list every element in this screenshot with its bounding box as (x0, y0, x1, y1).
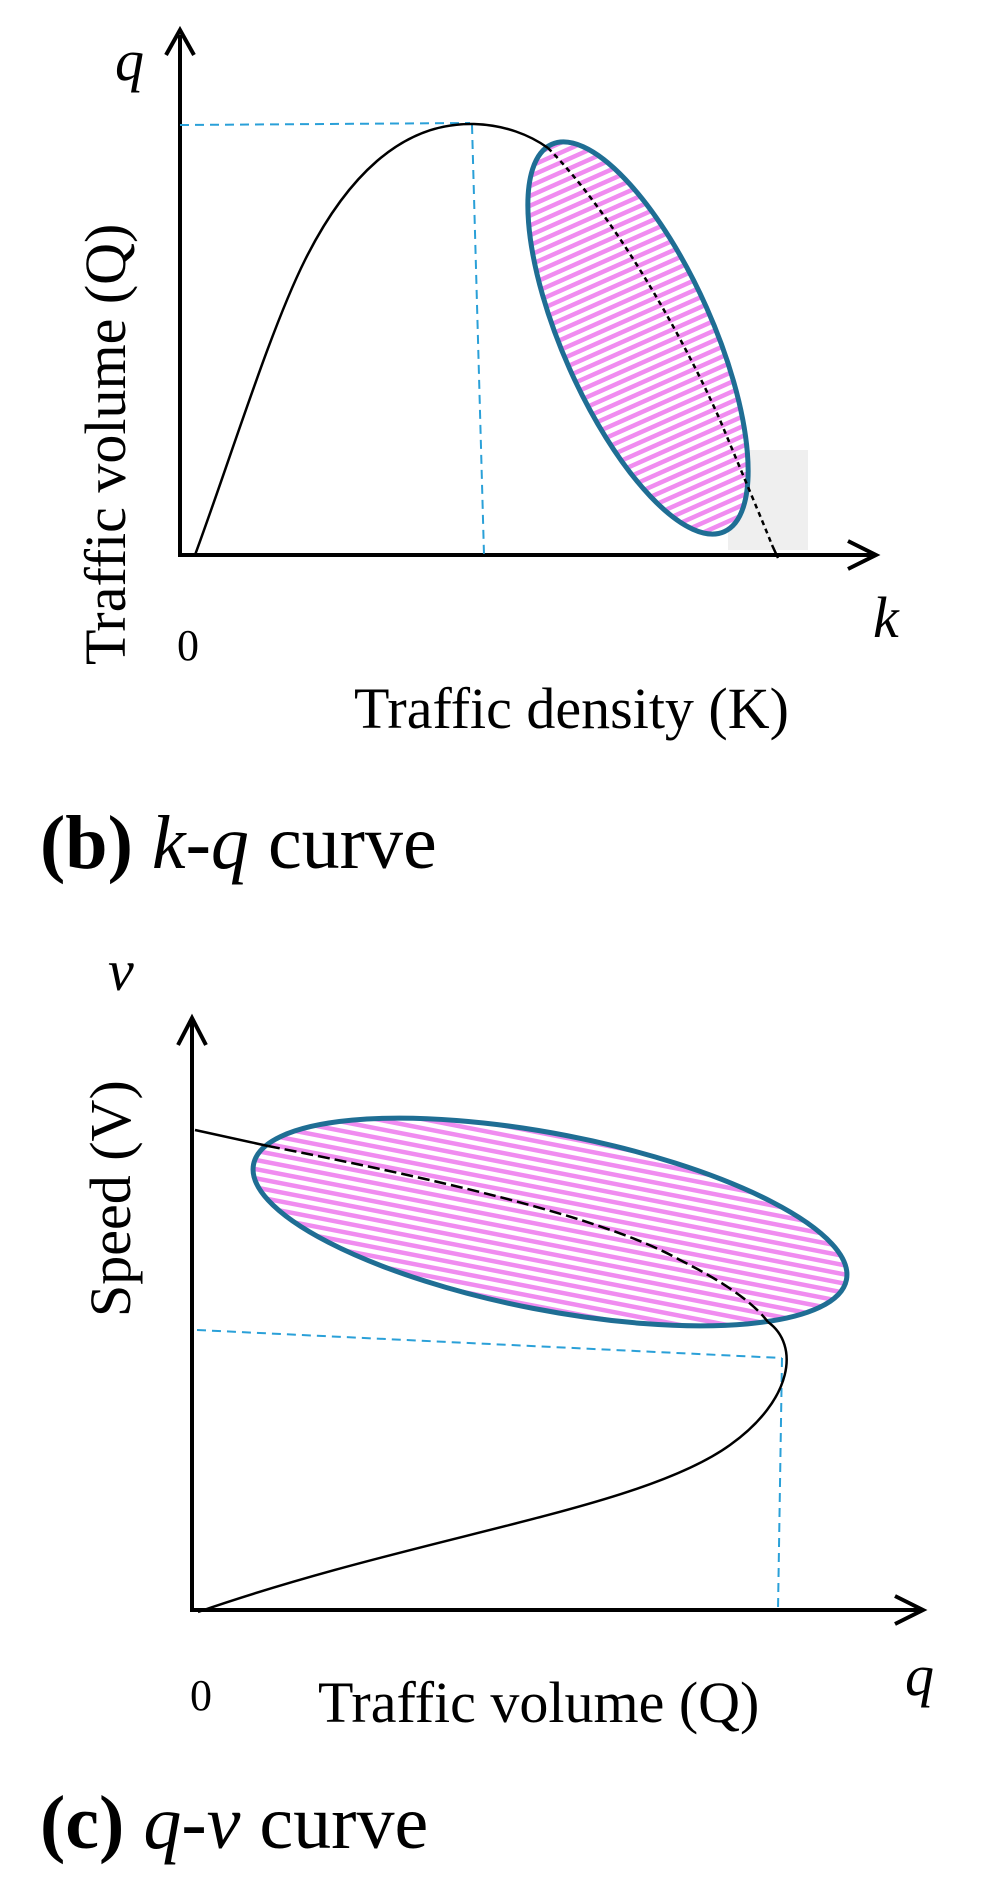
q-v-curve-lower-solid (197, 1320, 788, 1614)
capacity-reference-vertical (777, 1357, 783, 1611)
panel-b-kq-curve: q k 0 Traffic volume (Q) Traffic density… (40, 25, 900, 885)
caption-math: k-q (152, 801, 249, 885)
x-axis-arrow (894, 1594, 928, 1626)
capacity-reference-horizontal (179, 122, 471, 126)
y-axis-arrow (176, 1013, 208, 1046)
origin-label: 0 (190, 1671, 212, 1720)
caption-math: q-v (143, 1781, 240, 1865)
origin-label: 0 (177, 621, 199, 670)
y-axis-symbol: v (108, 938, 134, 1003)
caption-letter: (b) (40, 801, 133, 885)
y-axis-arrow (164, 25, 196, 56)
caption-word: curve (259, 1781, 428, 1865)
x-axis-symbol: q (905, 1643, 934, 1708)
k-q-curve-dotted (547, 147, 774, 546)
k-q-curve-solid (193, 122, 549, 556)
caption-letter: (c) (40, 1781, 124, 1865)
critical-speed-reference-horizontal (196, 1329, 783, 1359)
x-axis-arrow (847, 539, 881, 571)
congested-regime-ellipse (525, 139, 751, 537)
q-v-curve-upper-solid (194, 1128, 269, 1148)
panel-c-qv-curve: v q 0 Speed (V) Traffic volume (Q) (c) q… (40, 938, 934, 1865)
k-q-curve-tail (770, 544, 780, 559)
y-axis-label: Speed (V) (78, 1080, 143, 1317)
free-flow-regime-ellipse (250, 1115, 850, 1329)
panel-b-caption: (b) k-q curve (40, 801, 437, 885)
critical-density-reference-vertical (471, 124, 485, 556)
y-axis-symbol: q (115, 28, 144, 93)
panel-c-caption: (c) q-v curve (40, 1781, 428, 1865)
q-v-curve-dotted (267, 1144, 769, 1323)
x-axis-label: Traffic volume (Q) (318, 1670, 759, 1735)
x-axis-symbol: k (873, 585, 900, 650)
y-axis-label: Traffic volume (Q) (73, 224, 138, 665)
caption-word: curve (268, 801, 437, 885)
x-axis-label: Traffic density (K) (354, 676, 789, 741)
